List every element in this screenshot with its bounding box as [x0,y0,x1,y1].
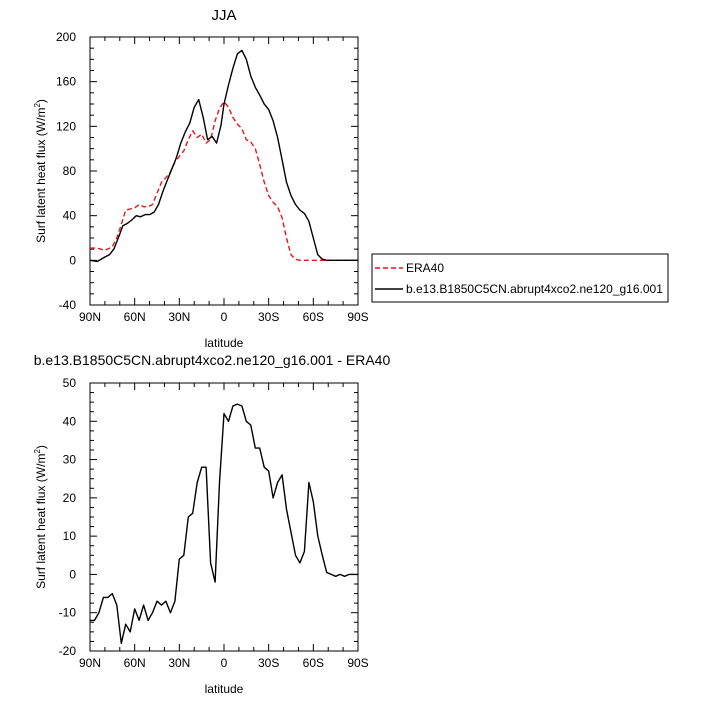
plot-frame [89,36,359,306]
x-tick-label: 60N [124,656,146,670]
y-tick-label: 120 [56,119,76,133]
legend: ERA40 b.e13.B1850C5CN.abrupt4xco2.ne120_… [371,253,669,303]
legend-box [371,253,669,303]
y-tick-label: -10 [59,606,77,620]
y-axis-label: Surf latent heat flux (W/m2) [33,445,48,589]
bottom-plot: b.e13.B1850C5CN.abrupt4xco2.ne120_g16.00… [33,352,390,696]
legend-label-model: b.e13.B1850C5CN.abrupt4xco2.ne120_g16.00… [406,282,663,296]
x-tick-label: 90N [79,656,101,670]
series-line-0 [90,101,358,261]
y-tick-label: -20 [59,644,77,658]
series-line-1 [89,49,358,263]
x-tick-label: 90S [347,310,368,324]
chart-title: JJA [211,7,236,24]
series-line-0 [90,403,358,644]
y-tick-label: -40 [59,298,77,312]
x-axis-label: latitude [205,336,244,350]
y-tick-label: 160 [56,75,76,89]
x-tick-label: 30S [258,310,279,324]
y-tick-label: 0 [69,253,76,267]
top-plot: JJA 90N 60N 30N 0 30S 60S 90S -40 0 40 80 120 160 200 l… [33,7,369,350]
y-tick-label: 80 [63,164,77,178]
y-tick-label: 0 [69,567,76,581]
x-tick-label: 0 [221,656,228,670]
x-tick-label: 30N [168,310,190,324]
y-tick-label: 40 [63,414,77,428]
y-tick-label: 50 [63,376,77,390]
x-tick-label: 60S [303,656,324,670]
x-tick-label: 30N [168,656,190,670]
x-tick-label: 60S [303,310,324,324]
x-tick-label: 60N [124,310,146,324]
y-tick-label: 10 [63,529,77,543]
x-tick-label: 0 [221,310,228,324]
x-tick-label: 30S [258,656,279,670]
x-tick-label: 90N [79,310,101,324]
x-tick-label: 90S [347,656,368,670]
y-axis-label: Surf latent heat flux (W/m2) [33,99,48,243]
y-tick-label: 20 [63,491,77,505]
y-tick-label: 200 [56,30,76,44]
y-tick-label: 40 [63,209,77,223]
y-tick-label: 30 [63,453,77,467]
legend-label-era40: ERA40 [406,261,444,275]
chart-title: b.e13.B1850C5CN.abrupt4xco2.ne120_g16.00… [34,352,391,368]
x-axis-label: latitude [205,682,244,696]
